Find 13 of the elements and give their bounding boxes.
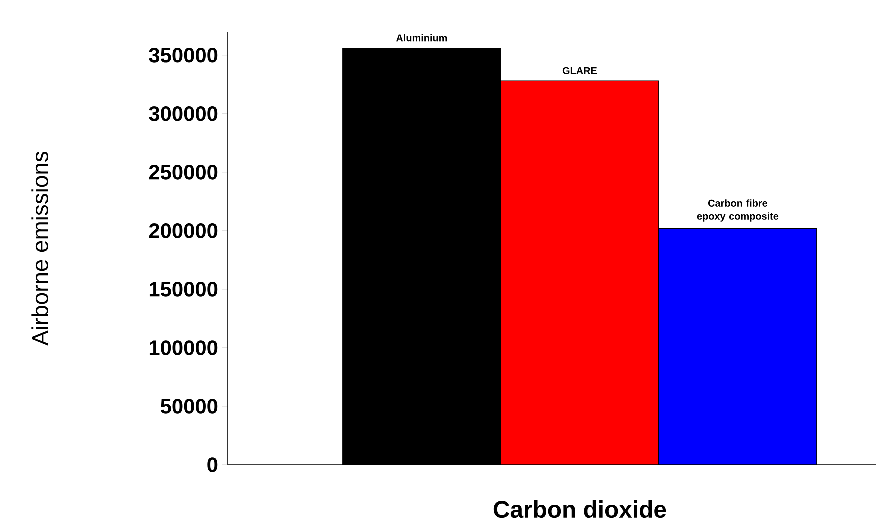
y-tick-label: 250000 (149, 165, 218, 180)
y-tick-label: 0 (208, 458, 218, 472)
y-tick-label: 150000 (150, 282, 218, 297)
y-axis-title: Airborne emissions (32, 152, 48, 346)
series-label: Carbon fibre epoxy composite (697, 200, 779, 222)
series-label: GLARE (562, 67, 598, 74)
y-tick-label: 350000 (149, 48, 218, 63)
y-tick-label: 200000 (149, 224, 218, 238)
series-label: Aluminium (396, 34, 448, 42)
y-tick-label: 300000 (149, 106, 218, 122)
y-tick-label: 100000 (150, 340, 218, 356)
y-tick-label: 50000 (160, 399, 218, 414)
x-tick-label: Carbon dioxide (494, 500, 666, 518)
